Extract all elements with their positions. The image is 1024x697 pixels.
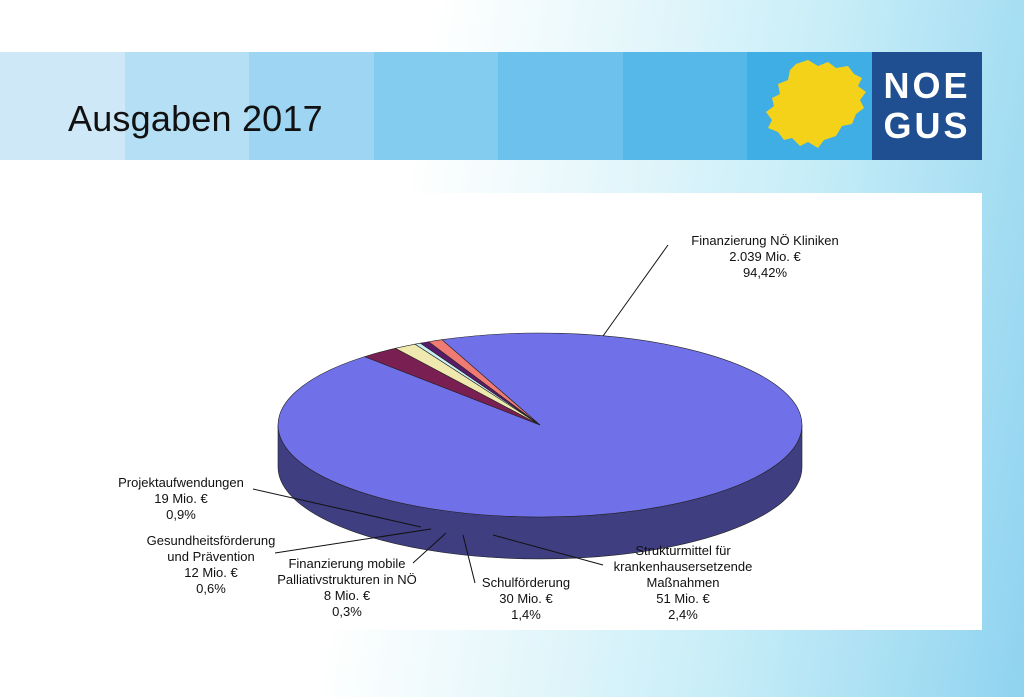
slice-value-label: 30 Mio. € <box>499 591 553 606</box>
slice-name-label: Schulförderung <box>482 575 570 590</box>
slice-name-label: Projektaufwendungen <box>118 475 244 490</box>
slice-percent-label: 94,42% <box>743 265 788 280</box>
banner-segment <box>249 52 374 160</box>
leader-line <box>462 534 476 584</box>
slice-value-label: 8 Mio. € <box>324 588 371 603</box>
slice-percent-label: 0,6% <box>196 581 226 596</box>
slice-name-label: Finanzierung NÖ Kliniken <box>691 233 838 248</box>
pie-slice <box>277 332 803 518</box>
slice-name-label: krankenhausersetzende <box>614 559 753 574</box>
slide-title: Ausgaben 2017 <box>68 98 323 139</box>
leader-line <box>252 488 422 528</box>
slice-percent-label: 1,4% <box>511 607 541 622</box>
logo-text-line1: NOE <box>883 65 971 106</box>
slice-name-label: Finanzierung mobile <box>288 556 405 571</box>
slice-name-label: Gesundheitsförderung <box>147 533 276 548</box>
slice-percent-label: 0,9% <box>166 507 196 522</box>
banner-segment <box>498 52 623 160</box>
slice-name-label: und Prävention <box>167 549 254 564</box>
lower-austria-map-icon <box>766 60 866 148</box>
slice-percent-label: 0,3% <box>332 604 362 619</box>
leader-line <box>602 244 669 337</box>
header-banner <box>0 52 873 160</box>
banner-segment <box>124 52 250 160</box>
banner-segment <box>373 52 499 160</box>
logo-text-line2: GUS <box>883 105 971 146</box>
slice-value-label: 51 Mio. € <box>656 591 710 606</box>
banner-segment <box>0 52 125 160</box>
leader-line <box>412 532 447 564</box>
leader-line <box>274 528 432 554</box>
slice-value-label: 2.039 Mio. € <box>729 249 801 264</box>
banner-segment <box>622 52 748 160</box>
slice-name-label: Maßnahmen <box>647 575 720 590</box>
leader-line <box>492 534 604 566</box>
slice-name-label: Palliativstrukturen in NÖ <box>277 572 416 587</box>
slice-value-label: 19 Mio. € <box>154 491 208 506</box>
slice-percent-label: 2,4% <box>668 607 698 622</box>
pie-slice <box>427 339 541 426</box>
slice-value-label: 12 Mio. € <box>184 565 238 580</box>
slice-name-label: Strukturmittel für <box>635 543 731 558</box>
chart-panel: Finanzierung NÖ Kliniken 2.039 Mio. €94,4… <box>3 193 982 630</box>
noegus-logo: NOE GUS <box>872 52 982 160</box>
